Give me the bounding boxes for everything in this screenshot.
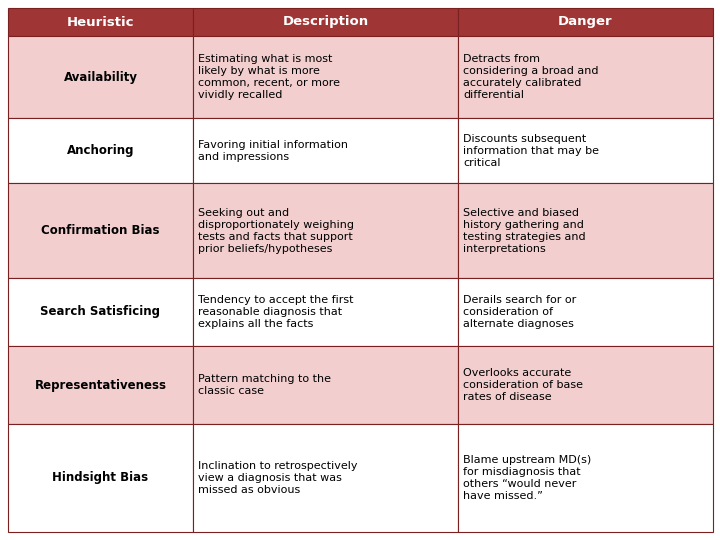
Text: Hindsight Bias: Hindsight Bias — [53, 471, 148, 484]
Text: Anchoring: Anchoring — [67, 144, 134, 157]
Bar — [193, 278, 458, 346]
Text: Blame upstream MD(s)
for misdiagnosis that
others “would never
have missed.”: Blame upstream MD(s) for misdiagnosis th… — [463, 455, 591, 501]
Bar — [458, 118, 713, 183]
Text: Favoring initial information
and impressions: Favoring initial information and impress… — [198, 139, 348, 161]
Bar — [8, 8, 193, 36]
Bar — [8, 424, 193, 532]
Text: Estimating what is most
likely by what is more
common, recent, or more
vividly r: Estimating what is most likely by what i… — [198, 54, 340, 100]
Bar — [193, 8, 458, 36]
Text: Inclination to retrospectively
view a diagnosis that was
missed as obvious: Inclination to retrospectively view a di… — [198, 461, 358, 495]
Bar — [193, 424, 458, 532]
Text: Seeking out and
disproportionately weighing
tests and facts that support
prior b: Seeking out and disproportionately weigh… — [198, 207, 354, 253]
Bar — [458, 424, 713, 532]
Text: Availability: Availability — [63, 71, 138, 84]
Text: Confirmation Bias: Confirmation Bias — [41, 224, 160, 237]
Bar — [8, 346, 193, 424]
Bar — [8, 183, 193, 278]
Text: Overlooks accurate
consideration of base
rates of disease: Overlooks accurate consideration of base… — [463, 368, 583, 402]
Text: Heuristic: Heuristic — [67, 16, 134, 29]
Text: Discounts subsequent
information that may be
critical: Discounts subsequent information that ma… — [463, 133, 599, 167]
Text: Derails search for or
consideration of
alternate diagnoses: Derails search for or consideration of a… — [463, 295, 576, 329]
Bar — [458, 346, 713, 424]
Bar — [458, 183, 713, 278]
Bar — [193, 346, 458, 424]
Bar — [193, 183, 458, 278]
Text: Danger: Danger — [558, 16, 613, 29]
Text: Selective and biased
history gathering and
testing strategies and
interpretation: Selective and biased history gathering a… — [463, 207, 585, 253]
Text: Pattern matching to the
classic case: Pattern matching to the classic case — [198, 374, 331, 396]
Bar — [193, 118, 458, 183]
Bar — [458, 8, 713, 36]
Text: Detracts from
considering a broad and
accurately calibrated
differential: Detracts from considering a broad and ac… — [463, 54, 598, 100]
Bar — [8, 118, 193, 183]
Bar — [8, 36, 193, 118]
Text: Description: Description — [282, 16, 369, 29]
Text: Representativeness: Representativeness — [35, 379, 166, 392]
Bar — [8, 278, 193, 346]
Bar — [458, 278, 713, 346]
Text: Tendency to accept the first
reasonable diagnosis that
explains all the facts: Tendency to accept the first reasonable … — [198, 295, 354, 329]
Text: Search Satisficing: Search Satisficing — [40, 306, 161, 319]
Bar — [458, 36, 713, 118]
Bar — [193, 36, 458, 118]
